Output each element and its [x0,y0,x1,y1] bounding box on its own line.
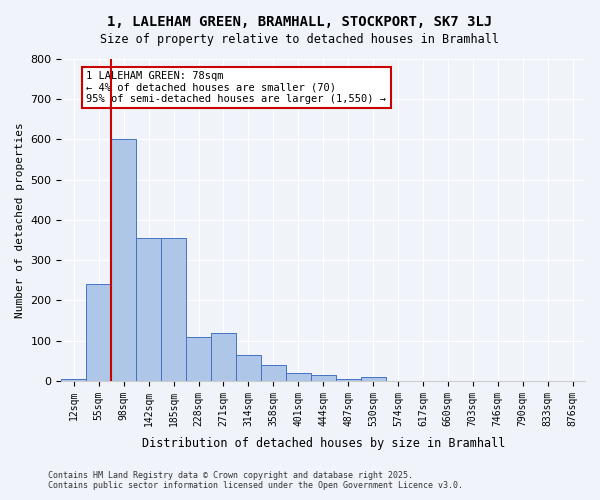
Bar [136,238,161,381]
Bar [335,379,361,381]
Bar [86,284,111,381]
Bar [186,336,211,381]
Bar [361,377,386,381]
Text: Size of property relative to detached houses in Bramhall: Size of property relative to detached ho… [101,32,499,46]
X-axis label: Distribution of detached houses by size in Bramhall: Distribution of detached houses by size … [142,437,505,450]
Bar [111,140,136,381]
Bar [161,238,186,381]
Bar [261,365,286,381]
Text: 1 LALEHAM GREEN: 78sqm
← 4% of detached houses are smaller (70)
95% of semi-deta: 1 LALEHAM GREEN: 78sqm ← 4% of detached … [86,71,386,104]
Y-axis label: Number of detached properties: Number of detached properties [15,122,25,318]
Bar [61,379,86,381]
Bar [236,355,261,381]
Bar [211,332,236,381]
Bar [311,375,335,381]
Bar [286,373,311,381]
Text: Contains HM Land Registry data © Crown copyright and database right 2025.
Contai: Contains HM Land Registry data © Crown c… [48,470,463,490]
Text: 1, LALEHAM GREEN, BRAMHALL, STOCKPORT, SK7 3LJ: 1, LALEHAM GREEN, BRAMHALL, STOCKPORT, S… [107,15,493,29]
